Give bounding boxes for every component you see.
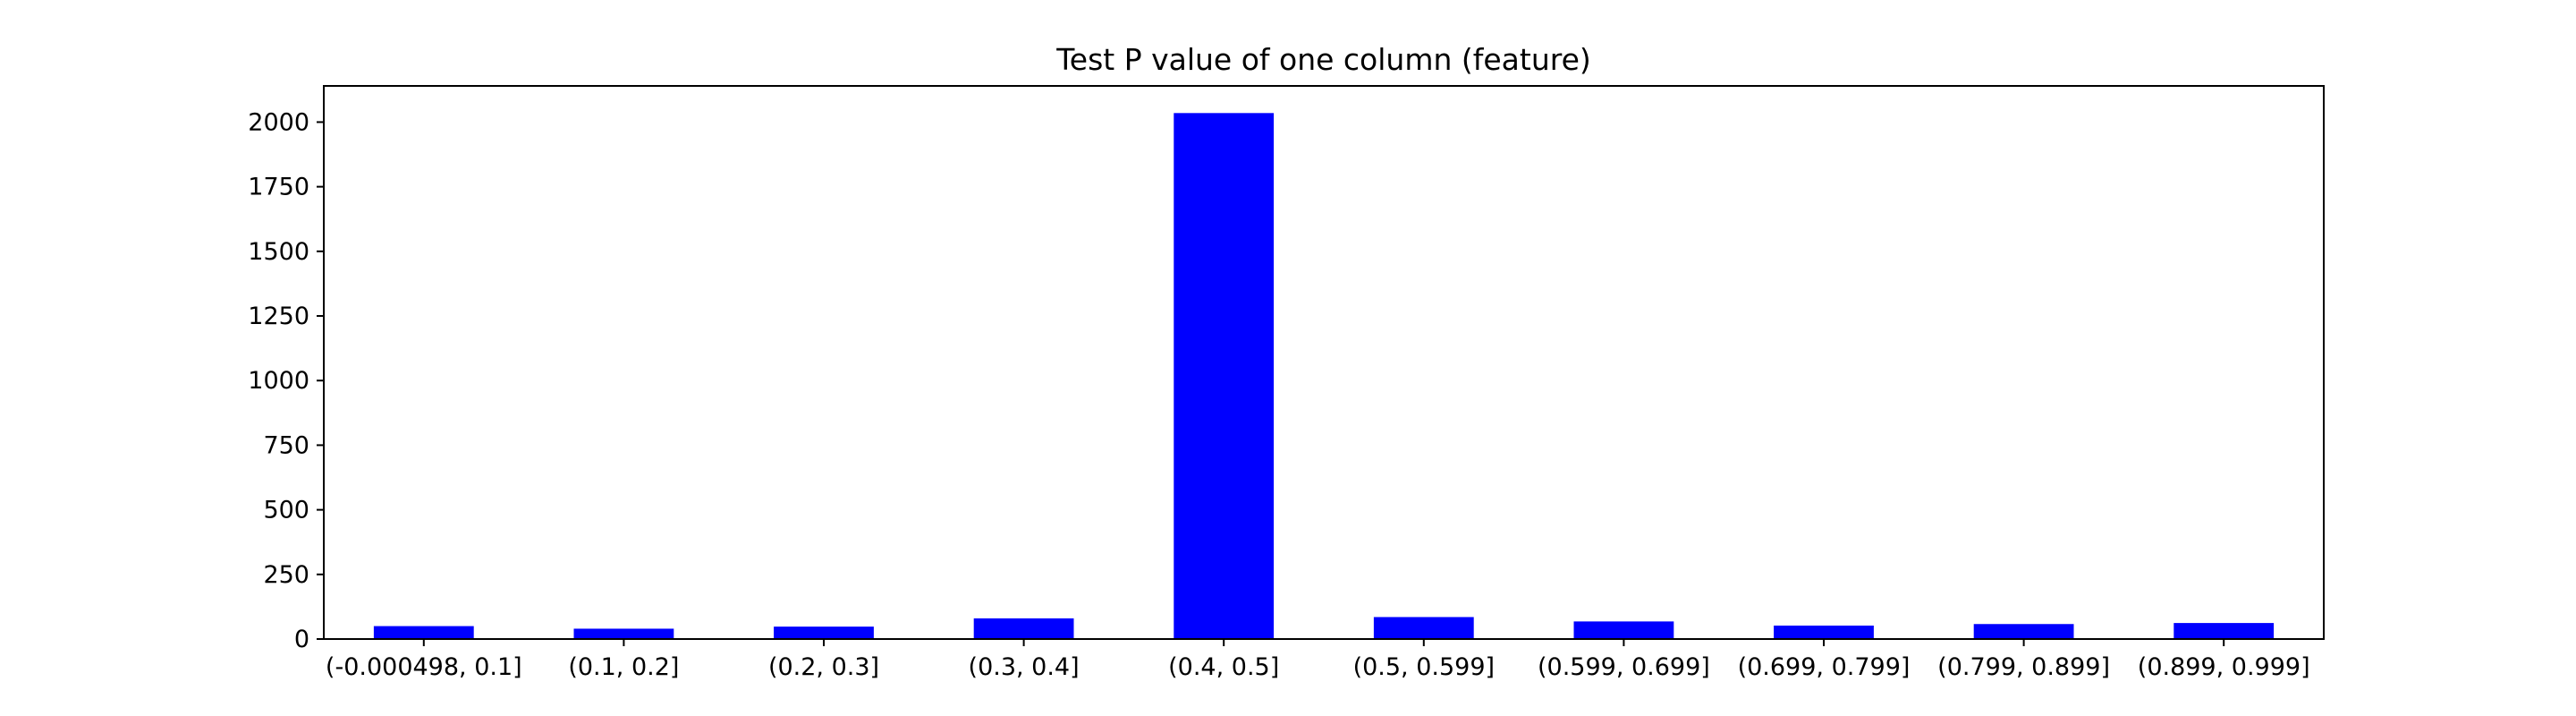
bars-group (373, 113, 2275, 639)
y-tick-label: 1000 (248, 367, 309, 395)
bar-2 (774, 626, 874, 639)
bar-6 (1573, 621, 1674, 639)
plot-frame (323, 85, 2325, 640)
x-tick-label: (-0.000498, 0.1] (326, 653, 522, 681)
x-tick-label: (0.699, 0.799] (1738, 653, 1911, 681)
bar-9 (2174, 623, 2275, 639)
chart-title: Test P value of one column (feature) (1055, 42, 1591, 77)
y-tick-label: 750 (263, 431, 309, 459)
y-tick-label: 1500 (248, 238, 309, 266)
x-tick-label: (0.5, 0.599] (1353, 653, 1495, 681)
x-tick-label: (0.799, 0.899] (1937, 653, 2110, 681)
x-tick-label: (0.4, 0.5] (1168, 653, 1279, 681)
bar-0 (373, 626, 474, 639)
bar-8 (1973, 624, 2074, 639)
y-tick-label: 250 (263, 561, 309, 589)
bar-3 (973, 618, 1074, 639)
x-tick-label: (0.2, 0.3] (768, 653, 879, 681)
y-tick-label: 1750 (248, 174, 309, 201)
x-tick-label: (0.3, 0.4] (969, 653, 1080, 681)
y-tick-label: 2000 (248, 108, 309, 136)
bar-4 (1174, 113, 1275, 639)
y-tick-label: 0 (294, 626, 309, 653)
y-tick-label: 1250 (248, 303, 309, 330)
x-tick-label: (0.899, 0.999] (2138, 653, 2310, 681)
bar-5 (1373, 617, 1474, 639)
y-tick-label: 500 (263, 497, 309, 524)
x-tick-label: (0.1, 0.2] (568, 653, 679, 681)
x-axis: (-0.000498, 0.1] (0.1, 0.2] (0.2, 0.3] (0.3… (326, 639, 2310, 681)
bar-7 (1774, 625, 1874, 639)
y-axis: 0 250 500 750 1000 1250 1500 1750 2000 (248, 108, 324, 653)
bar-1 (573, 628, 674, 639)
x-tick-label: (0.599, 0.699] (1538, 653, 1710, 681)
